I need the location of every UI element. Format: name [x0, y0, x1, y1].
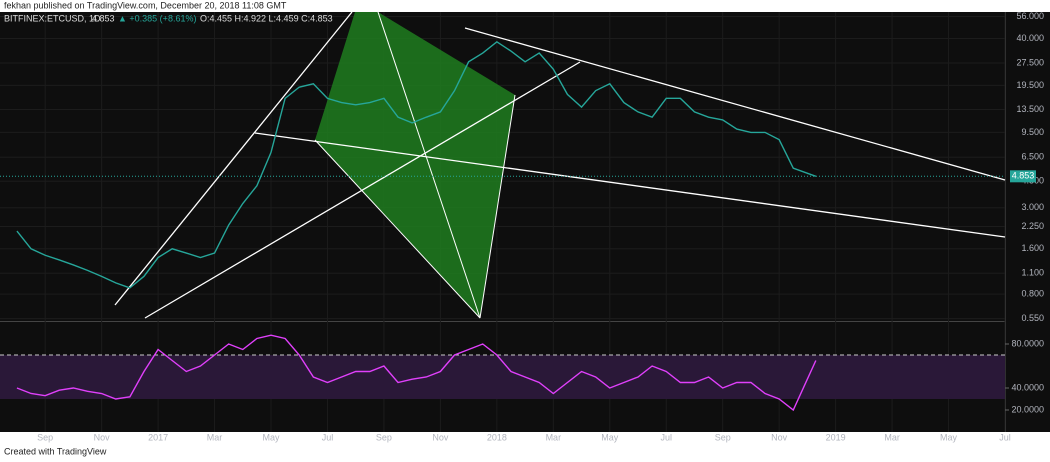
rsi-line — [16, 334, 817, 412]
x-tick-label: Jul — [322, 432, 334, 442]
trend-line — [254, 132, 1006, 238]
x-tick-label: Nov — [94, 432, 111, 442]
y-tick-label: 0.800 — [1021, 288, 1044, 298]
pattern-line — [479, 94, 516, 319]
y-tick-label: 19.500 — [1016, 80, 1044, 90]
x-tick-label: May — [940, 432, 958, 442]
pattern-line — [377, 11, 481, 319]
y-tick-label: 56.000 — [1016, 11, 1044, 21]
x-tick-label: Sep — [37, 432, 53, 442]
rsi-tick-label: 20.0000 — [1011, 404, 1044, 414]
x-tick-label: May — [601, 432, 619, 442]
y-tick-label: 27.500 — [1016, 57, 1044, 67]
y-tick-label: 1.600 — [1021, 243, 1044, 253]
symbol: BITFINEX:ETCUSD, 1D — [4, 13, 101, 23]
x-tick-label: 2019 — [826, 432, 846, 442]
trend-line — [144, 61, 581, 319]
pattern-shape — [315, 12, 515, 318]
publisher: fekhan published on TradingView.com, Dec… — [4, 0, 287, 10]
x-tick-label: Mar — [207, 432, 223, 442]
y-tick-label: 40.000 — [1016, 33, 1044, 43]
x-tick-label: 2018 — [487, 432, 507, 442]
y-tick-label: 9.500 — [1021, 127, 1044, 137]
trend-line — [464, 27, 1006, 181]
y-tick-label: 1.100 — [1021, 268, 1044, 278]
rsi-tick-label: 80.0000 — [1011, 338, 1044, 348]
y-tick-label: 2.250 — [1021, 221, 1044, 231]
x-tick-label: Nov — [432, 432, 449, 442]
x-tick-label: Mar — [884, 432, 900, 442]
trend-line — [114, 11, 353, 306]
last-price: 4.853 — [92, 13, 115, 23]
x-tick-label: Nov — [771, 432, 788, 442]
y-tick-label: 6.500 — [1021, 152, 1044, 162]
ohlc: O:4.455 H:4.922 L:4.459 C:4.853 — [200, 13, 333, 23]
pane-separator — [0, 321, 1005, 322]
last-price-tag — [1010, 170, 1036, 183]
y-tick-label: 0.550 — [1021, 313, 1044, 323]
footer: Created with TradingView — [4, 446, 107, 456]
x-tick-label: May — [263, 432, 281, 442]
last-price-label: 4.853 — [1012, 171, 1035, 181]
x-tick-label: Jul — [999, 432, 1011, 442]
y-tick-label: 3.000 — [1021, 202, 1044, 212]
x-tick-label: 2017 — [148, 432, 168, 442]
x-tick-label: Mar — [546, 432, 562, 442]
x-tick-label: Sep — [715, 432, 731, 442]
price-line — [16, 40, 817, 289]
x-tick-label: Jul — [660, 432, 672, 442]
y-tick-label: 13.500 — [1016, 104, 1044, 114]
pattern-line — [314, 139, 481, 319]
x-tick-label: Sep — [376, 432, 392, 442]
rsi-tick-label: 40.0000 — [1011, 382, 1044, 392]
change: ▲ +0.385 (+8.61%) — [118, 13, 196, 23]
drawings — [114, 11, 1006, 319]
